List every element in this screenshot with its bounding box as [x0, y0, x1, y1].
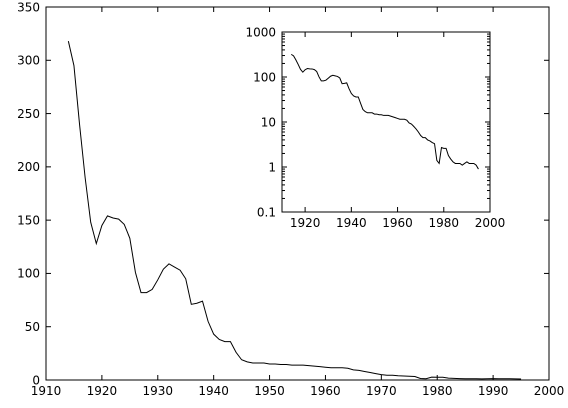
main-x-tick-label: 1920 — [87, 384, 118, 398]
main-x-tick-label: 1970 — [366, 384, 397, 398]
inset-y-tick-label: 10 — [261, 115, 276, 129]
main-y-tick-label: 300 — [17, 54, 40, 68]
main-y-tick-label: 150 — [17, 213, 40, 227]
main-y-tick-label: 250 — [17, 107, 40, 121]
inset-y-tick-label: 1000 — [245, 25, 276, 39]
main-y-tick-label: 200 — [17, 160, 40, 174]
main-y-tick-label: 0 — [32, 373, 40, 387]
inset-x-tick-label: 1940 — [336, 216, 367, 230]
inset-x-tick-label: 1980 — [429, 216, 460, 230]
main-x-tick-label: 1960 — [310, 384, 341, 398]
main-x-tick-label: 1940 — [198, 384, 229, 398]
main-x-tick-label: 1930 — [143, 384, 174, 398]
inset-series-line — [290, 53, 479, 170]
inset-y-tick-label: 1 — [268, 160, 276, 174]
main-x-tick-label: 1950 — [254, 384, 285, 398]
main-y-tick-label: 50 — [25, 320, 40, 334]
main-y-tick-label: 100 — [17, 267, 40, 281]
inset-plot-frame — [281, 31, 491, 213]
main-x-tick-label: 1910 — [31, 384, 62, 398]
inset-x-tick-label: 1960 — [382, 216, 413, 230]
main-series-line — [67, 40, 522, 380]
main-x-tick-label: 1990 — [478, 384, 509, 398]
inset-x-tick-label: 1920 — [290, 216, 321, 230]
main-y-tick-label: 350 — [17, 0, 40, 14]
inset-x-tick-label: 2000 — [475, 216, 506, 230]
main-x-tick-label: 1980 — [422, 384, 453, 398]
main-x-tick-label: 2000 — [534, 384, 565, 398]
inset-y-tick-label: 100 — [253, 70, 276, 84]
inset-y-tick-label: 0.1 — [257, 205, 276, 219]
